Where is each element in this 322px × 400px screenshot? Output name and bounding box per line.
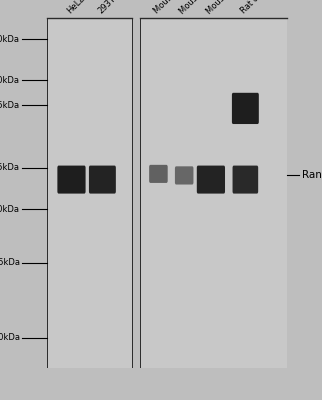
Text: 25kDa: 25kDa: [0, 163, 20, 172]
Bar: [47, 18, 132, 368]
FancyBboxPatch shape: [149, 165, 168, 183]
Bar: [140, 18, 287, 368]
FancyBboxPatch shape: [197, 166, 225, 194]
FancyBboxPatch shape: [232, 93, 259, 124]
Text: 35kDa: 35kDa: [0, 101, 20, 110]
Text: Ran: Ran: [302, 170, 322, 180]
Text: 15kDa: 15kDa: [0, 258, 20, 267]
FancyBboxPatch shape: [89, 166, 116, 194]
FancyBboxPatch shape: [57, 166, 86, 194]
Text: Rat testis: Rat testis: [239, 0, 273, 16]
Text: 20kDa: 20kDa: [0, 205, 20, 214]
Text: 10kDa: 10kDa: [0, 333, 20, 342]
Text: Mouse brain: Mouse brain: [152, 0, 195, 16]
Text: HeLa: HeLa: [65, 0, 87, 16]
Text: 50kDa: 50kDa: [0, 34, 20, 44]
Text: 40kDa: 40kDa: [0, 76, 20, 85]
FancyBboxPatch shape: [232, 166, 258, 194]
Text: Mouse thymus: Mouse thymus: [204, 0, 254, 16]
Text: Mouse spleen: Mouse spleen: [178, 0, 225, 16]
Text: 293T: 293T: [96, 0, 117, 16]
FancyBboxPatch shape: [175, 166, 194, 184]
